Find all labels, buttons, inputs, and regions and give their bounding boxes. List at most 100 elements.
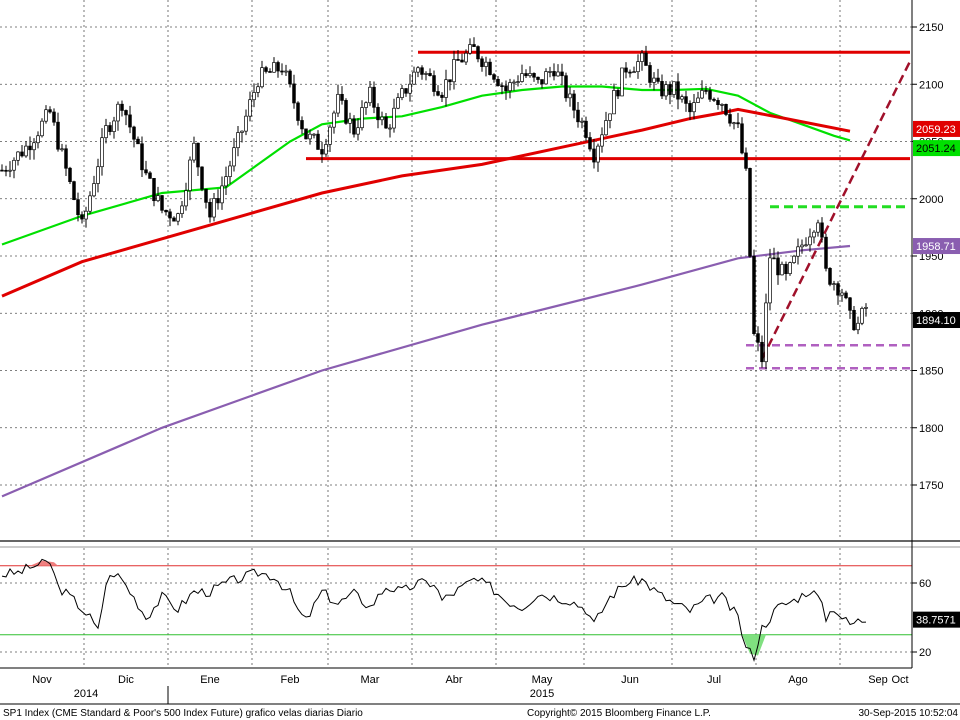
candle-body: [412, 71, 416, 85]
candle-body: [260, 67, 264, 88]
candle-body: [100, 137, 104, 168]
candle-body: [796, 246, 800, 257]
candle-body: [216, 198, 220, 204]
candle-body: [324, 144, 328, 155]
candle-body: [576, 109, 580, 123]
candle-body: [200, 166, 204, 190]
candle-body: [316, 133, 320, 150]
month-label: Oct: [891, 674, 908, 686]
candle-body: [664, 84, 668, 97]
moving-average-layer: [1, 85, 851, 498]
candle-body: [724, 104, 728, 115]
candle-body: [592, 148, 596, 163]
candle-body: [360, 107, 364, 129]
candle-body: [208, 201, 212, 218]
candle-body: [468, 44, 472, 54]
candle-body: [732, 122, 736, 125]
candle-body: [212, 198, 216, 218]
candle-body: [160, 195, 164, 211]
candle-body: [180, 205, 184, 215]
candle-body: [340, 93, 344, 101]
candle-body: [236, 132, 240, 149]
candle-body: [780, 263, 784, 276]
candle-body: [92, 183, 96, 197]
candle-body: [756, 333, 760, 343]
last-rsi-box: [913, 611, 960, 628]
candle-body: [860, 308, 864, 324]
candle-body: [96, 166, 100, 184]
candle-body: [292, 83, 296, 104]
candle-body: [588, 137, 592, 150]
candle-body: [572, 93, 576, 111]
candle-body: [612, 90, 616, 115]
candle-body: [524, 73, 528, 77]
candle-body: [228, 165, 232, 177]
rsi-tick-label: 60: [919, 578, 931, 590]
candle-body: [716, 100, 720, 106]
candle-body: [792, 255, 796, 263]
candle-body: [280, 70, 284, 73]
candle-body: [112, 120, 116, 132]
candle-body: [728, 114, 732, 124]
candle-body: [28, 145, 32, 151]
candle-body: [656, 77, 660, 82]
candle-body: [840, 292, 844, 296]
candle-body: [12, 159, 16, 171]
candle-body: [248, 99, 252, 117]
candle-body: [580, 120, 584, 123]
candle-body: [624, 67, 628, 73]
candle-body: [124, 110, 128, 116]
candle-body: [264, 67, 268, 72]
candle-body: [676, 81, 680, 100]
candle-body: [460, 59, 464, 63]
rsi-layer: [0, 558, 912, 663]
candle-body: [356, 127, 360, 135]
candle-body: [104, 125, 108, 139]
candle-body: [688, 103, 692, 113]
candle-body: [680, 96, 684, 100]
candle-body: [516, 81, 520, 83]
candle-body: [788, 262, 792, 275]
candle-body: [372, 86, 376, 108]
month-label: Ene: [200, 674, 220, 686]
candle-body: [480, 58, 484, 67]
candle-body: [424, 73, 428, 75]
candle-body: [800, 244, 804, 248]
candle-body: [196, 142, 200, 168]
candle-body: [584, 120, 588, 138]
candle-body: [856, 322, 860, 331]
candle-body: [652, 77, 656, 83]
candle-body: [500, 85, 504, 87]
candle-body: [204, 188, 208, 203]
candle-body: [156, 195, 160, 202]
candlestick-layer: [0, 37, 868, 370]
last-rsi: 38.7571: [916, 615, 956, 627]
price-tick-label: 2150: [919, 22, 943, 34]
candle-body: [448, 79, 452, 83]
footer-center: Copyright© 2015 Bloomberg Finance L.P.: [527, 708, 711, 719]
candle-body: [744, 152, 748, 169]
candle-body: [140, 143, 144, 171]
candle-body: [832, 283, 836, 285]
candle-body: [720, 104, 724, 106]
candle-body: [488, 61, 492, 75]
last-green-ma: 2051.24: [916, 143, 956, 155]
candle-body: [136, 138, 140, 145]
candle-body: [748, 167, 752, 257]
candle-body: [172, 217, 176, 222]
candle-body: [32, 142, 36, 151]
candle-body: [116, 103, 120, 122]
candle-body: [72, 181, 76, 201]
last-price-box: [913, 312, 960, 329]
panel-gap: [0, 540, 960, 548]
candle-body: [392, 107, 396, 129]
candle-body: [76, 199, 80, 216]
candle-body: [452, 59, 456, 83]
candle-body: [252, 92, 256, 101]
candle-body: [604, 120, 608, 136]
candle-body: [288, 70, 292, 85]
candle-body: [548, 71, 552, 73]
last-price: 1894.10: [916, 315, 956, 327]
candle-body: [776, 257, 780, 276]
footer-right: 30-Sep-2015 10:52:04: [858, 708, 958, 719]
